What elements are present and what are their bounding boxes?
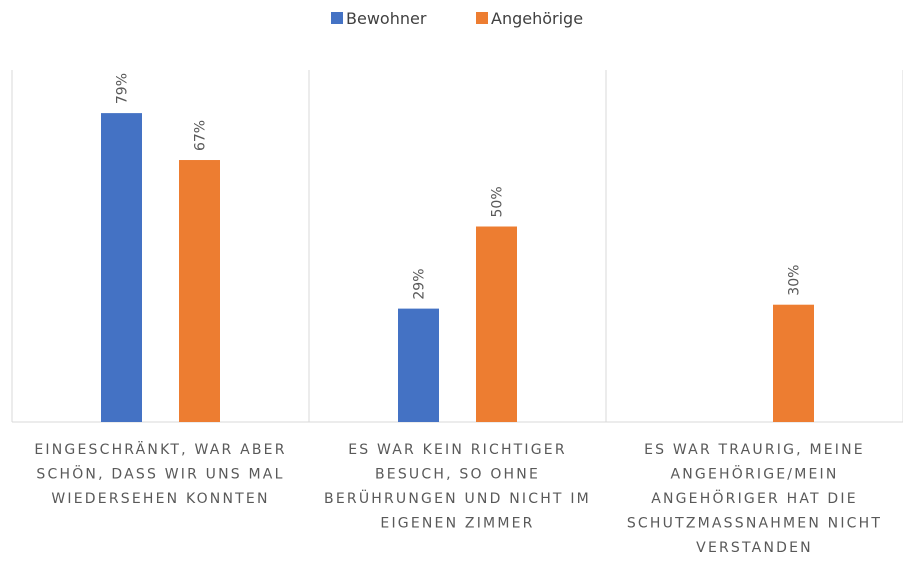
data-label: 67% xyxy=(193,120,209,151)
bar xyxy=(476,226,517,422)
x-tick-label: EINGESCHRÄNKT, WAR ABER SCHÖN, DASS WIR U… xyxy=(34,440,286,507)
legend-label: Angehörige xyxy=(491,9,583,28)
data-label: 79% xyxy=(115,73,131,104)
data-label: 50% xyxy=(490,186,506,217)
data-label: 29% xyxy=(412,268,428,299)
bar xyxy=(101,113,142,423)
bar xyxy=(773,304,814,422)
data-label: 30% xyxy=(787,265,803,296)
legend-swatch xyxy=(476,12,488,24)
x-tick-label: ES WAR KEIN RICHTIGER BESUCH, SO OHNE BERÜ… xyxy=(324,442,591,532)
x-tick-label: ES WAR TRAURIG, MEINE ANGEHÖRIGE/MEIN ANGE… xyxy=(627,442,882,556)
legend-swatch xyxy=(331,12,343,24)
bar xyxy=(179,160,220,422)
legend-label: Bewohner xyxy=(346,9,427,28)
bar xyxy=(398,308,439,422)
